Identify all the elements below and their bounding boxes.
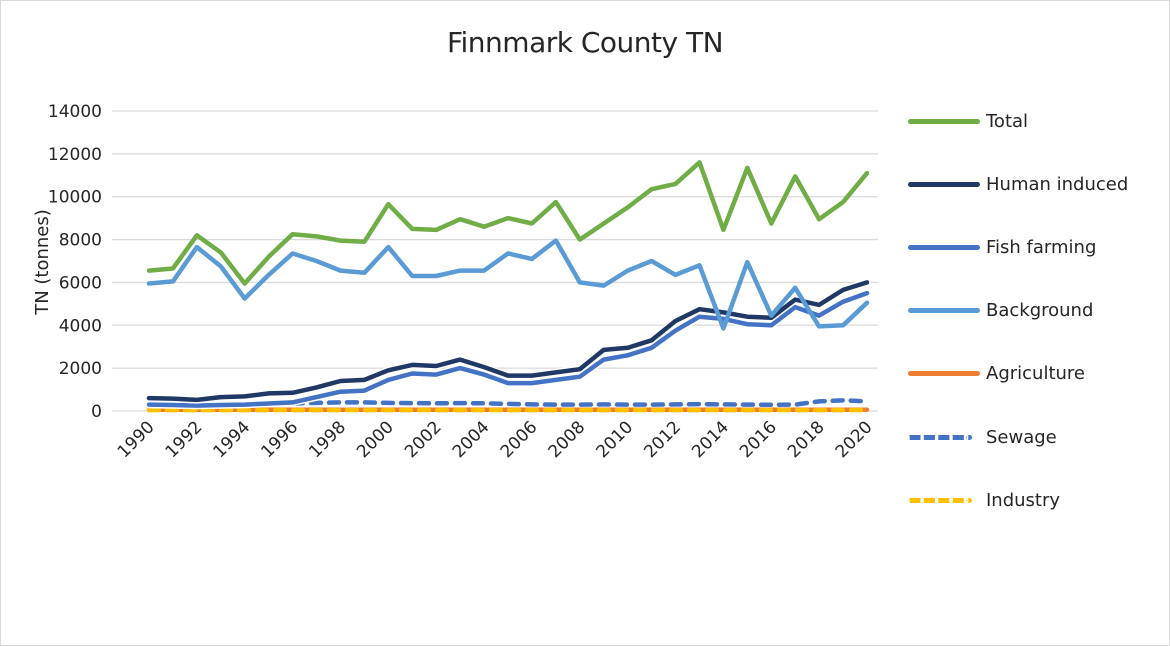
x-axis-ticks: 1990 1992 1994 1996 1998 2000 2002 2004 2006 2008… — [114, 417, 877, 462]
legend-label: Fish farming — [986, 236, 1097, 258]
x-tick-label: 2014 — [688, 417, 733, 462]
y-tick-label: 14000 — [48, 102, 102, 122]
x-tick-label: 2006 — [497, 417, 542, 462]
x-tick-label: 2016 — [736, 417, 781, 462]
series-line-background — [146, 238, 870, 331]
x-tick-label: 2002 — [401, 417, 446, 462]
series-lines — [145, 160, 871, 413]
x-tick-label: 2020 — [832, 417, 877, 462]
y-tick-label: 0 — [91, 402, 102, 422]
x-tick-label: 1990 — [114, 417, 159, 462]
y-tick-label: 2000 — [59, 359, 102, 379]
x-tick-label: 2000 — [353, 417, 398, 462]
x-tick-label: 2004 — [449, 417, 494, 462]
legend-label: Total — [986, 110, 1029, 132]
y-tick-label: 12000 — [48, 145, 102, 165]
series-halo — [145, 289, 871, 410]
legend-item-sewage: Sewage — [908, 422, 1057, 452]
legend-item-total: Total — [908, 106, 1028, 136]
y-tick-label: 10000 — [48, 188, 102, 208]
legend-item-agriculture: Agriculture — [908, 359, 1085, 389]
legend-swatch — [908, 434, 972, 440]
x-tick-label: 1996 — [257, 417, 302, 462]
legend-swatch — [908, 181, 980, 187]
y-axis-ticks: 0 2000 4000 6000 8000 10000 12000 14000 — [48, 102, 102, 422]
x-tick-label: 2010 — [592, 417, 637, 462]
legend-label: Background — [986, 300, 1094, 322]
legend-swatch — [908, 308, 980, 314]
x-tick-label: 1992 — [162, 417, 207, 462]
chart-title: Finnmark County TN — [446, 26, 724, 59]
legend-label: Industry — [986, 489, 1061, 511]
y-axis-label: TN (tonnes) — [32, 209, 53, 316]
legend-swatch — [908, 244, 980, 250]
legend-item-human-induced: Human induced — [908, 169, 1128, 199]
x-tick-label: 1998 — [305, 417, 350, 462]
y-tick-label: 4000 — [59, 316, 102, 336]
legend-item-background: Background — [908, 296, 1093, 326]
x-tick-label: 2008 — [545, 417, 590, 462]
legend-item-industry: Industry — [908, 485, 1060, 515]
legend-label: Agriculture — [986, 363, 1085, 385]
x-tick-label: 2018 — [784, 417, 829, 462]
legend-label: Sewage — [986, 426, 1057, 448]
series-line-fish-farming — [146, 290, 870, 408]
y-tick-label: 8000 — [59, 231, 102, 251]
series-line-human-induced — [146, 280, 870, 403]
x-tick-label: 1994 — [210, 417, 255, 462]
legend-item-fish-farming: Fish farming — [908, 232, 1096, 262]
legend-swatch — [908, 118, 980, 124]
legend-label: Human induced — [986, 173, 1129, 195]
legend-swatch — [908, 497, 972, 503]
y-tick-label: 6000 — [59, 273, 102, 293]
series-line-total — [146, 160, 870, 286]
x-tick-label: 2012 — [640, 417, 685, 462]
legend-swatch — [908, 371, 980, 377]
